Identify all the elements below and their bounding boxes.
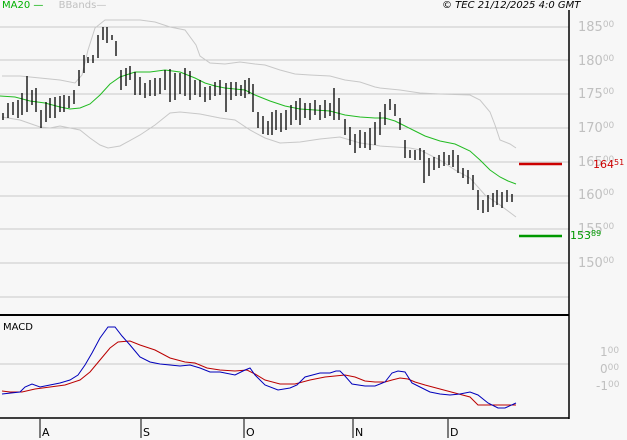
macd-title: MACD (3, 322, 33, 333)
price-gridlines (0, 26, 569, 365)
month-label-nov: N (355, 426, 364, 439)
month-label-oct: O (246, 426, 255, 439)
legend-ma20: MA20 — (2, 0, 44, 11)
price-bars (2, 27, 513, 213)
ma20-line (0, 69, 517, 185)
macd-axis-label: 000 (600, 362, 620, 376)
price-axis-label: 15000 (578, 256, 615, 271)
legend-bbands: BBands— (58, 0, 107, 11)
macd-signal-line (1, 340, 516, 406)
macd-line (1, 326, 517, 409)
month-label-dec: D (450, 426, 459, 439)
macd-axis-label: 100 (600, 345, 620, 359)
price-axis-label: 18500 (578, 20, 615, 35)
macd-axis-label: -100 (596, 379, 620, 393)
price-axis-label: 15500 (578, 222, 615, 237)
price-axis-label: 16000 (578, 188, 615, 203)
support-label: 15389 (570, 229, 602, 242)
month-label-aug: A (42, 426, 50, 439)
bband-upper (2, 19, 517, 149)
price-axis-label: 17000 (578, 121, 615, 136)
price-axis-label: 18000 (578, 54, 615, 69)
resistance-label: 16451 (593, 158, 625, 171)
bband-lower (1, 111, 517, 218)
month-label-sep: S (143, 426, 150, 439)
copyright-timestamp: © TEC 21/12/2025 4:0 GMT (442, 0, 581, 11)
month-ticks (39, 419, 449, 438)
price-axis-label: 16500 (578, 155, 615, 170)
chart-legend: MA20 — BBands— (2, 0, 106, 11)
price-axis-label: 17500 (578, 87, 615, 102)
